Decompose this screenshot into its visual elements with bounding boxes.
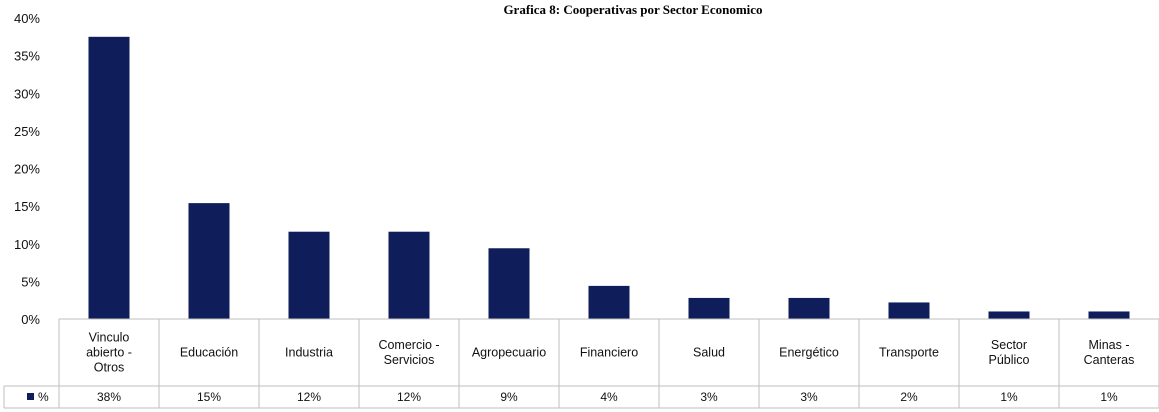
bar bbox=[988, 311, 1030, 319]
data-value-label: 1% bbox=[1000, 390, 1018, 404]
data-value-label: 15% bbox=[197, 390, 221, 404]
data-value-label: 1% bbox=[1100, 390, 1118, 404]
category-label: abierto - bbox=[86, 346, 132, 360]
data-value-label: 4% bbox=[600, 390, 618, 404]
bar bbox=[288, 231, 330, 319]
bars bbox=[88, 36, 1130, 319]
data-value-label: 12% bbox=[397, 390, 421, 404]
category-label: Financiero bbox=[580, 346, 638, 360]
category-label: Energético bbox=[779, 346, 839, 360]
y-tick-label: 20% bbox=[14, 162, 40, 177]
y-tick-label: 0% bbox=[21, 312, 40, 327]
bar bbox=[188, 203, 230, 319]
category-label: Salud bbox=[693, 346, 725, 360]
data-value-label: 9% bbox=[500, 390, 518, 404]
bar bbox=[688, 297, 730, 319]
y-tick-label: 40% bbox=[14, 11, 40, 26]
y-tick-label: 5% bbox=[21, 274, 40, 289]
category-label: Transporte bbox=[879, 346, 939, 360]
data-value-label: 3% bbox=[800, 390, 818, 404]
bar bbox=[888, 302, 930, 319]
y-tick-label: 30% bbox=[14, 86, 40, 101]
category-label: Minas - bbox=[1089, 338, 1130, 352]
data-value-label: 2% bbox=[900, 390, 918, 404]
legend-label: % bbox=[38, 390, 49, 404]
y-axis: 0% 5% 10% 15% 20% 25% 30% 35% 40% bbox=[14, 11, 40, 327]
category-label: Agropecuario bbox=[472, 346, 546, 360]
category-label: Canteras bbox=[1084, 353, 1135, 367]
chart-title: Grafica 8: Cooperativas por Sector Econo… bbox=[503, 2, 762, 17]
data-value-label: 3% bbox=[700, 390, 718, 404]
bar bbox=[1088, 311, 1130, 319]
bar bbox=[488, 248, 530, 319]
bar bbox=[788, 297, 830, 319]
bar bbox=[88, 36, 130, 319]
bar bbox=[588, 285, 630, 319]
category-label: Educación bbox=[180, 346, 238, 360]
category-label: Comercio - bbox=[378, 338, 439, 352]
legend-swatch bbox=[27, 393, 34, 400]
y-tick-label: 15% bbox=[14, 199, 40, 214]
category-label: Público bbox=[989, 353, 1030, 367]
y-tick-label: 10% bbox=[14, 237, 40, 252]
bar bbox=[388, 231, 430, 319]
data-value-label: 12% bbox=[297, 390, 321, 404]
category-label: Otros bbox=[94, 361, 125, 375]
category-label: Sector bbox=[991, 338, 1027, 352]
category-label: Vinculo bbox=[89, 331, 130, 345]
category-label: Servicios bbox=[384, 353, 435, 367]
y-tick-label: 25% bbox=[14, 124, 40, 139]
category-label: Industria bbox=[285, 346, 333, 360]
data-value-label: 38% bbox=[97, 390, 121, 404]
y-tick-label: 35% bbox=[14, 49, 40, 64]
